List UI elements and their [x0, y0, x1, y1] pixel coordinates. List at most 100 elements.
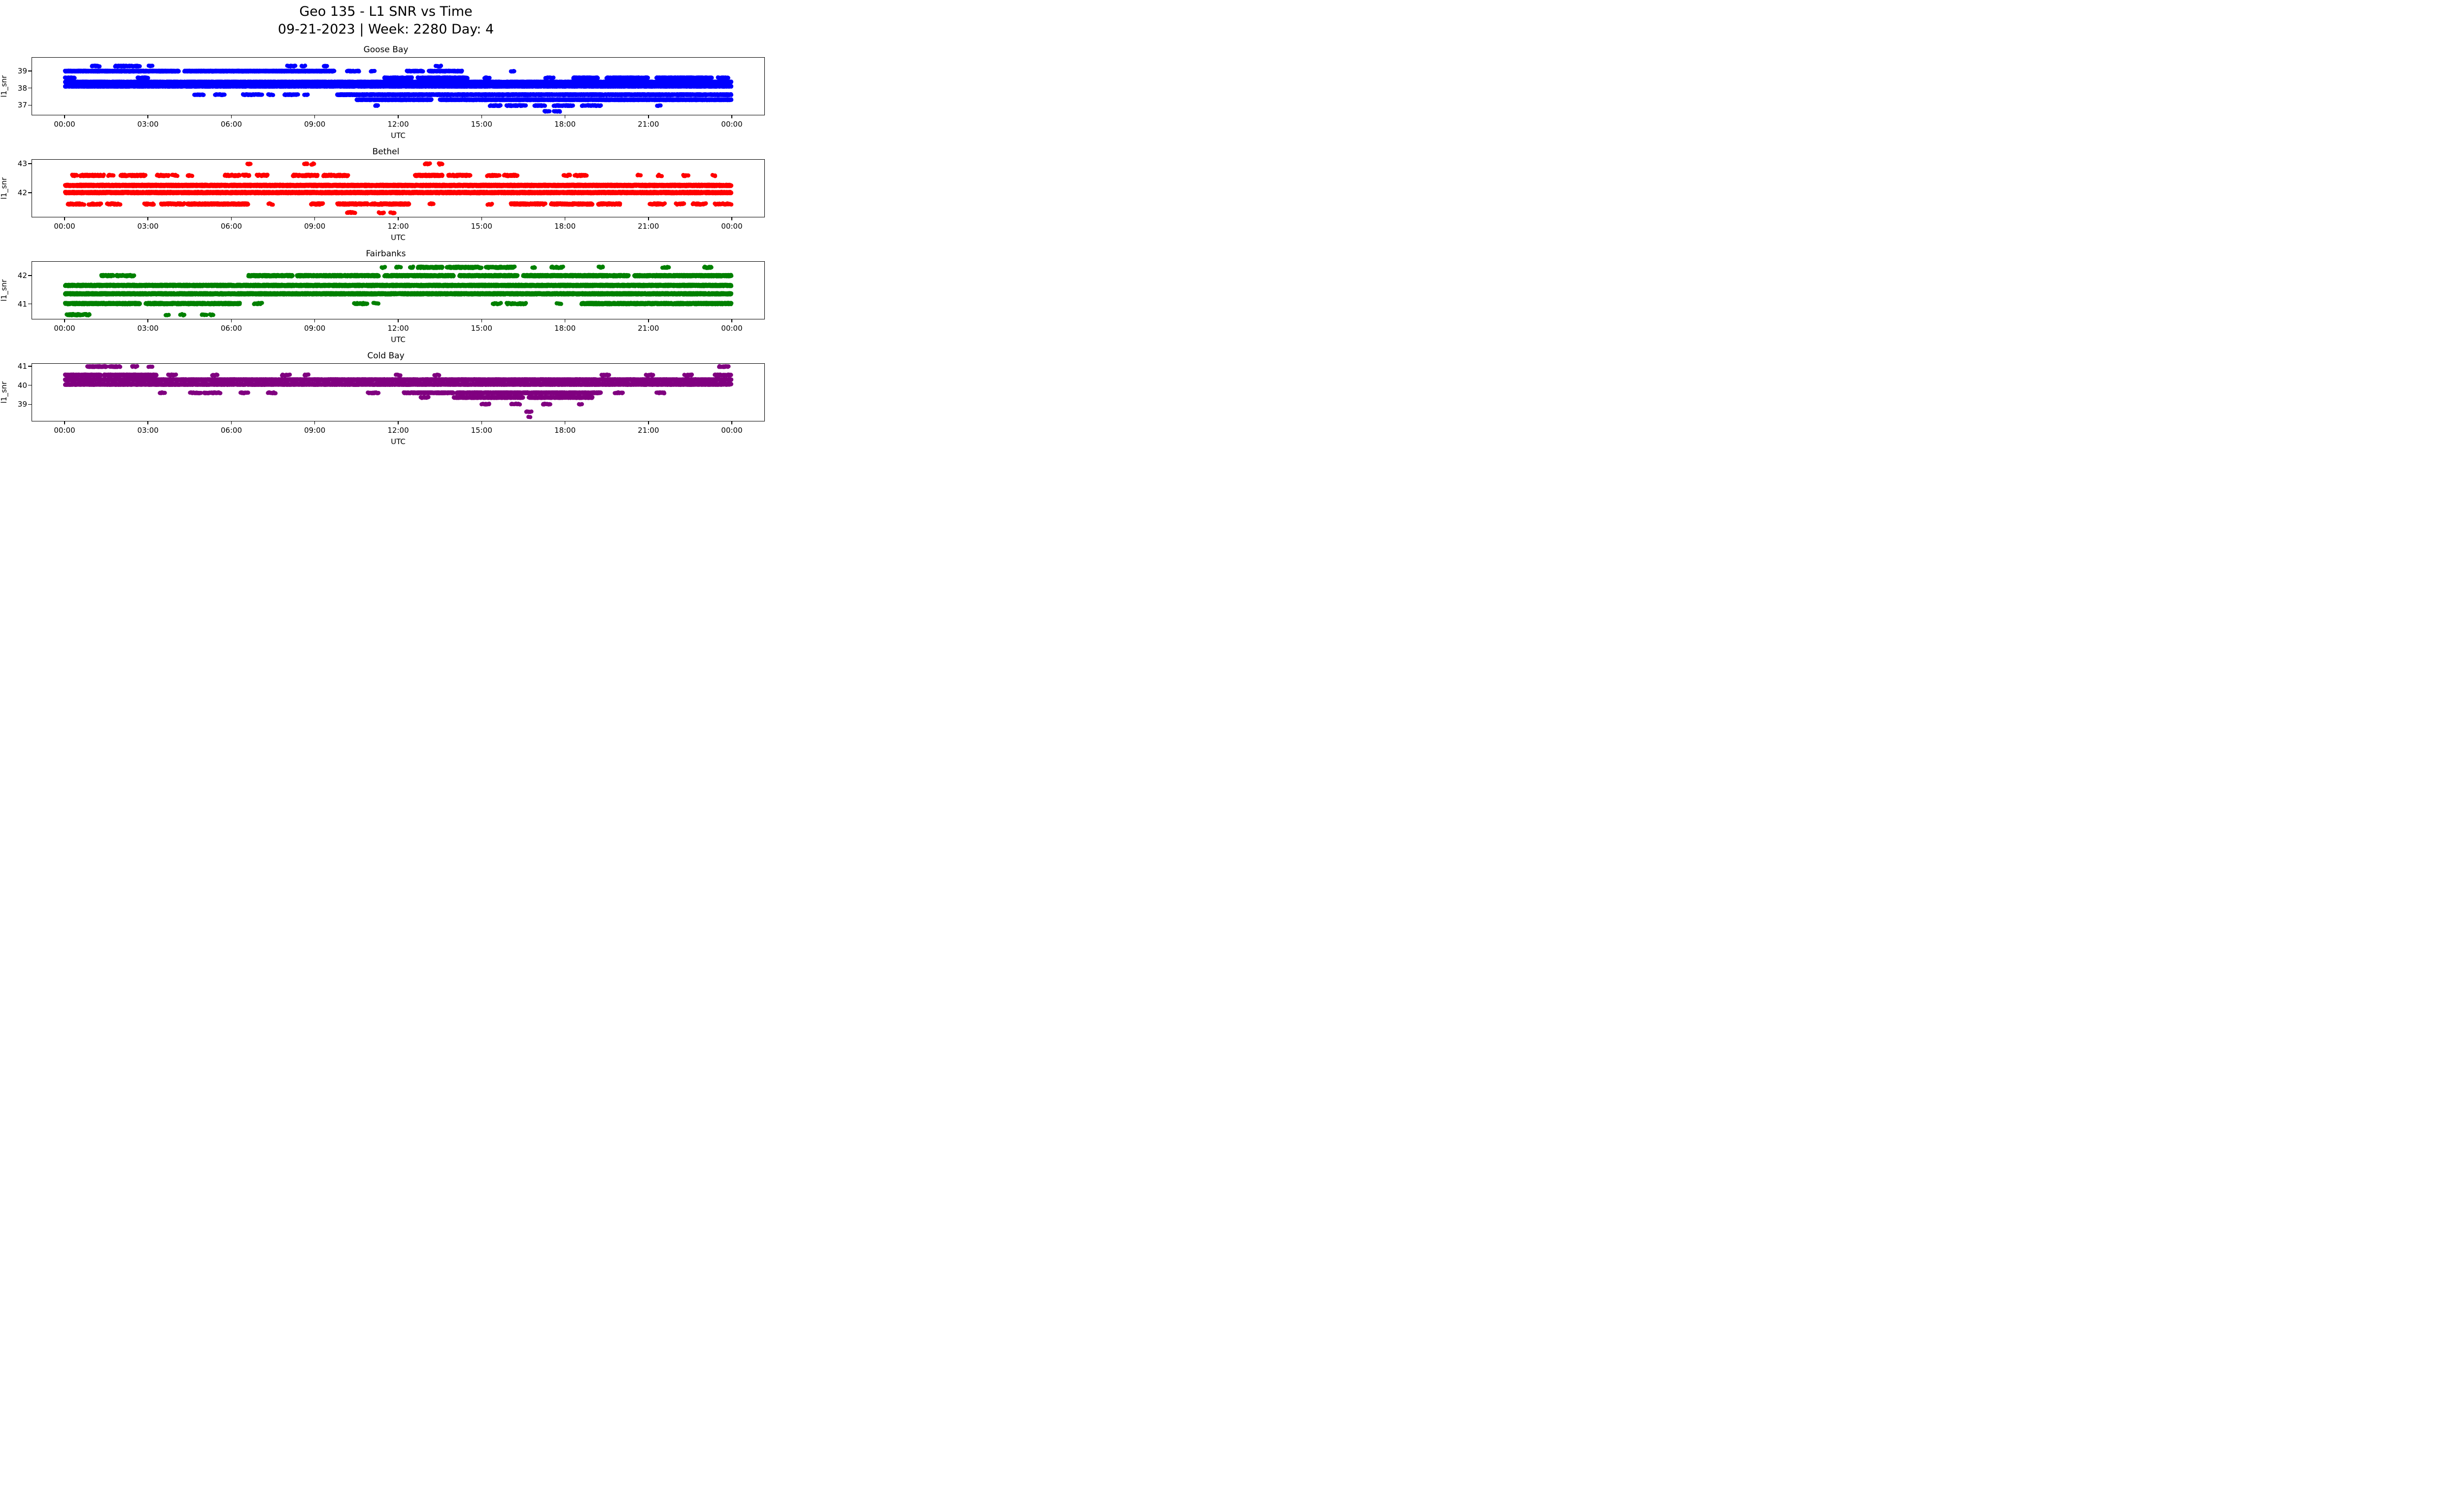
x-tick-label: 18:00 — [554, 222, 576, 231]
y-tick-label: 41 — [17, 299, 27, 309]
x-tick-mark — [564, 421, 566, 425]
x-tick-mark — [648, 115, 649, 119]
x-tick-label: 12:00 — [387, 426, 409, 435]
x-tick-label: 03:00 — [137, 426, 159, 435]
x-tick-mark — [231, 115, 232, 119]
x-tick-mark — [398, 421, 399, 425]
x-tick-mark — [564, 217, 566, 221]
y-tick-label: 37 — [17, 101, 27, 110]
x-tick-label: 03:00 — [137, 120, 159, 129]
x-axis-label: UTC — [391, 131, 406, 140]
x-tick-label: 12:00 — [387, 324, 409, 333]
figure-title: Geo 135 - L1 SNR vs Time 09-21-2023 | We… — [0, 3, 772, 38]
subplot-goose-bay: Goose Bay l1_snr 37 38 39 00:00 03:00 06:00 09… — [0, 45, 772, 140]
subplot-bethel: Bethel l1_snr 42 43 00:00 03:00 06:00 09:00 12… — [0, 147, 772, 242]
x-tick-mark — [147, 421, 148, 425]
axes-cold-bay: l1_snr 39 40 41 00:00 03:00 06:00 09:00 12:00 15… — [0, 362, 765, 435]
x-tick-label: 09:00 — [304, 324, 326, 333]
y-axis-label: l1_snr — [0, 177, 8, 200]
figure-title-line2: 09-21-2023 | Week: 2280 Day: 4 — [277, 21, 494, 37]
x-tick-mark — [731, 217, 732, 221]
x-tick-label: 15:00 — [471, 120, 492, 129]
y-tick-mark — [28, 303, 32, 305]
plot-row: l1_snr 37 38 39 00:00 03:00 06:00 09:00 12:00 15… — [0, 57, 772, 129]
x-tick-mark — [648, 217, 649, 221]
x-tick-label: 03:00 — [137, 222, 159, 231]
subplot-title-bethel: Bethel — [372, 147, 400, 157]
x-tick-label: 21:00 — [638, 426, 659, 435]
x-tick-label: 00:00 — [54, 222, 75, 231]
x-tick-label: 06:00 — [220, 324, 242, 333]
y-tick-mark — [28, 87, 32, 89]
axes-bethel: l1_snr 42 43 00:00 03:00 06:00 09:00 12:00 15:0… — [0, 159, 765, 231]
subplot-cold-bay: Cold Bay l1_snr 39 40 41 00:00 03:00 06:00 09:… — [0, 351, 772, 446]
y-tick-mark — [28, 163, 32, 164]
x-tick-label: 00:00 — [721, 120, 743, 129]
x-tick-label: 21:00 — [638, 222, 659, 231]
x-tick-label: 18:00 — [554, 120, 576, 129]
x-tick-label: 18:00 — [554, 426, 576, 435]
x-tick-label: 06:00 — [220, 222, 242, 231]
x-tick-mark — [648, 319, 649, 323]
x-tick-mark — [481, 319, 482, 323]
scatter-plot-fairbanks — [32, 261, 765, 320]
y-axis-label: l1_snr — [0, 75, 8, 98]
x-tick-mark — [314, 319, 315, 323]
x-tick-mark — [147, 217, 148, 221]
x-tick-mark — [648, 421, 649, 425]
x-tick-mark — [64, 319, 65, 323]
x-tick-mark — [564, 115, 566, 119]
x-tick-label: 09:00 — [304, 120, 326, 129]
scatter-plot-goose-bay — [32, 57, 765, 116]
x-tick-mark — [731, 421, 732, 425]
y-axis-label: l1_snr — [0, 381, 8, 404]
subplot-fairbanks: Fairbanks l1_snr 41 42 00:00 03:00 06:00 09:0… — [0, 249, 772, 344]
x-tick-mark — [564, 319, 566, 323]
x-tick-label: 18:00 — [554, 324, 576, 333]
figure-title-line1: Geo 135 - L1 SNR vs Time — [299, 4, 473, 19]
x-tick-mark — [231, 421, 232, 425]
y-tick-label: 41 — [17, 362, 27, 371]
x-axis-label-row: UTC — [0, 437, 772, 446]
y-tick-label: 38 — [17, 83, 27, 93]
x-tick-label: 09:00 — [304, 426, 326, 435]
x-tick-label: 00:00 — [54, 324, 75, 333]
x-axis-label: UTC — [391, 233, 406, 243]
y-tick-label: 42 — [17, 271, 27, 280]
x-tick-label: 21:00 — [638, 324, 659, 333]
x-tick-mark — [731, 115, 732, 119]
x-tick-label: 00:00 — [721, 426, 743, 435]
x-tick-label: 03:00 — [137, 324, 159, 333]
subplot-title-fairbanks: Fairbanks — [366, 249, 406, 259]
x-tick-mark — [481, 421, 482, 425]
x-tick-mark — [147, 319, 148, 323]
y-tick-label: 43 — [17, 159, 27, 169]
x-tick-label: 00:00 — [721, 324, 743, 333]
y-tick-label: 39 — [17, 67, 27, 75]
x-tick-label: 15:00 — [471, 222, 492, 231]
axes-fairbanks: l1_snr 41 42 00:00 03:00 06:00 09:00 12:00 15:0… — [0, 261, 765, 333]
x-tick-label: 00:00 — [54, 426, 75, 435]
x-axis-label-row: UTC — [0, 233, 772, 242]
x-tick-mark — [64, 115, 65, 119]
x-tick-mark — [481, 217, 482, 221]
y-tick-mark — [28, 404, 32, 405]
y-tick-label: 42 — [17, 188, 27, 198]
x-tick-mark — [64, 421, 65, 425]
x-tick-mark — [314, 421, 315, 425]
x-tick-mark — [398, 115, 399, 119]
scatter-plot-bethel — [32, 159, 765, 218]
y-tick-label: 40 — [17, 381, 27, 390]
x-tick-label: 06:00 — [220, 120, 242, 129]
x-axis-label-row: UTC — [0, 131, 772, 140]
y-tick-mark — [28, 275, 32, 276]
plot-row: l1_snr 42 43 00:00 03:00 06:00 09:00 12:00 15:0… — [0, 159, 772, 231]
y-tick-label: 39 — [17, 400, 27, 409]
x-tick-mark — [731, 319, 732, 323]
plot-row: l1_snr 41 42 00:00 03:00 06:00 09:00 12:00 15:0… — [0, 261, 772, 333]
x-tick-mark — [231, 319, 232, 323]
x-tick-mark — [147, 115, 148, 119]
x-tick-label: 00:00 — [721, 222, 743, 231]
x-tick-label: 12:00 — [387, 120, 409, 129]
y-axis-label: l1_snr — [0, 279, 8, 302]
